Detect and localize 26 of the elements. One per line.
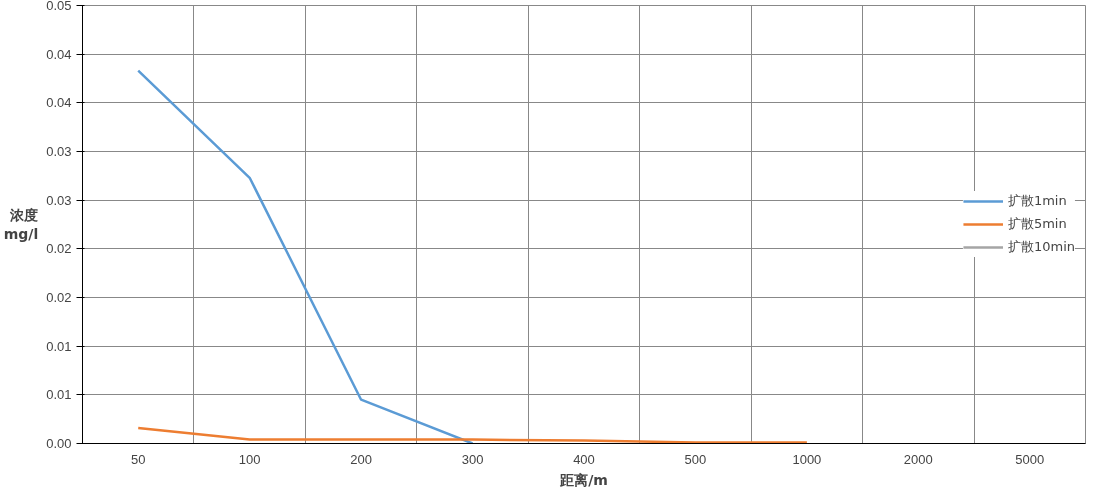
x-tick-label: 400 [573,451,595,467]
x-tick-label: 50 [130,451,146,467]
y-tick-label: 0.04 [46,95,72,111]
line-series [136,69,474,444]
y-tick-label: 0.05 [46,0,72,13]
x-tick-label: 2000 [903,451,933,467]
legend-label: 扩散1min [1007,192,1067,210]
x-tick-label: 200 [350,451,372,467]
y-tick-label: 0.00 [46,436,72,451]
x-tick-label: 5000 [1015,451,1045,467]
y-axis-title: 浓度 mg/l [3,206,39,243]
y-tick-label: 0.03 [46,144,72,159]
x-tick-label: 300 [461,451,484,467]
x-axis-title: 距离/m [559,471,608,488]
legend-label: 扩散10min [1007,238,1075,256]
legend-label: 扩散5min [1007,215,1067,233]
y-tick-label: 0.02 [46,290,72,305]
y-tick-label: 0.04 [46,46,72,62]
x-tick-label: 500 [684,451,707,467]
y-tick-label: 0.02 [46,241,72,257]
y-tick-label: 0.03 [46,192,72,208]
y-tick-label: 0.01 [46,338,72,354]
x-tick-label: 1000 [792,451,822,467]
line-series [136,426,809,444]
x-tick-label: 100 [238,451,261,467]
y-tick-label: 0.01 [46,387,72,403]
